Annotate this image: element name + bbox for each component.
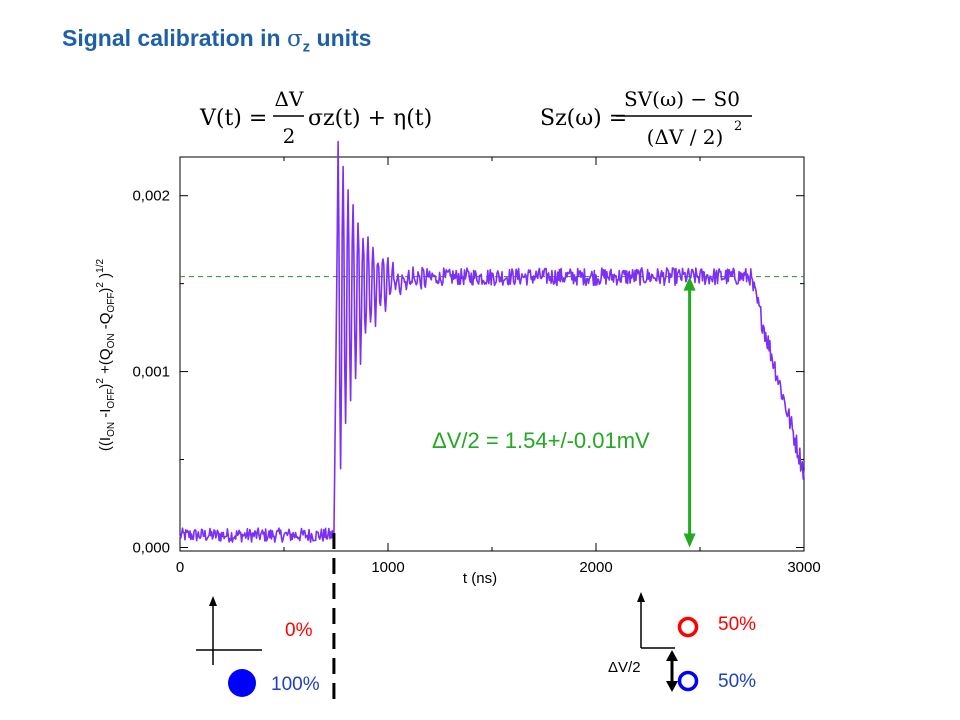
x-axis-label: t (ns) [463,570,497,587]
eq-right-numerator: SV(ω) − S0 [624,87,740,111]
bottom-right-inset: 50% 50% ΔV/2 [608,592,756,692]
y-tick-label: 0,000 [132,539,170,556]
eq-left-frac-den: 2 [283,124,296,148]
x-tick-label: 0 [176,559,184,576]
circle-state-bottom [677,670,699,692]
label-zero-percent: 0% [285,620,313,641]
label-fifty-percent-bottom: 50% [718,671,756,692]
circle-state-top [677,616,699,638]
y-axis-label: ((ION -IOFF)2 +(QON -QOFF)2 )1/2 [95,258,117,451]
bottom-left-inset: 0% 100% [196,596,320,697]
equation-left: V(t) = ΔV 2 σz(t) + η(t) [199,87,432,148]
y-axis-ticks [180,195,804,548]
y-axis-tick-labels: 0,000 0,001 0,002 [132,188,170,557]
eq-right-denominator: (ΔV / 2) [647,125,724,149]
delta-v-half-label: ΔV/2 [608,659,641,676]
x-tick-label: 3000 [787,559,820,576]
delta-v-double-arrow-head-top [666,650,678,661]
delta-v-arrow [683,276,696,548]
filled-state-dot [228,669,256,697]
chart: 0 1000 2000 3000 0,000 0,001 0,002 t (ns) ((I… [95,140,821,700]
y-tick-label: 0,001 [132,364,170,381]
delta-v-arrow-head-bottom [683,533,696,548]
x-tick-label: 2000 [579,559,612,576]
x-axis-ticks [179,157,805,551]
x-axis-tick-labels: 0 1000 2000 3000 [176,559,821,576]
eq-right-denominator-power: 2 [734,119,742,134]
plot-frame [179,156,805,552]
eq-right-lhs: Sz(ω) = [540,106,627,131]
label-hundred-percent: 100% [271,674,320,695]
inset-left-axis-arrowhead [209,596,217,606]
delta-v-annotation: ΔV/2 = 1.54+/-0.01mV [432,428,650,453]
inset-right-axis-arrowhead [637,592,645,602]
eq-left-frac-num: ΔV [275,87,304,111]
title-text-pre: Signal calibration in [62,25,287,51]
y-tick-label: 0,002 [132,188,170,205]
title-text-post: units [310,25,372,51]
title-sigma-symbol: σ [286,26,303,52]
label-fifty-percent-top: 50% [718,614,756,635]
x-tick-label: 1000 [371,559,404,576]
eq-left-lhs: V(t) = [199,106,267,131]
equation-right: Sz(ω) = SV(ω) − S0 (ΔV / 2) 2 [540,87,752,149]
series-line-signal [179,140,805,543]
slide-title: Signal calibration in σz units [62,25,371,56]
delta-v-arrow-head-top [683,276,696,291]
title-subscript: z [302,38,311,56]
delta-v-double-arrow-head-bottom [666,681,678,692]
eq-left-rhs: σz(t) + η(t) [308,106,432,131]
